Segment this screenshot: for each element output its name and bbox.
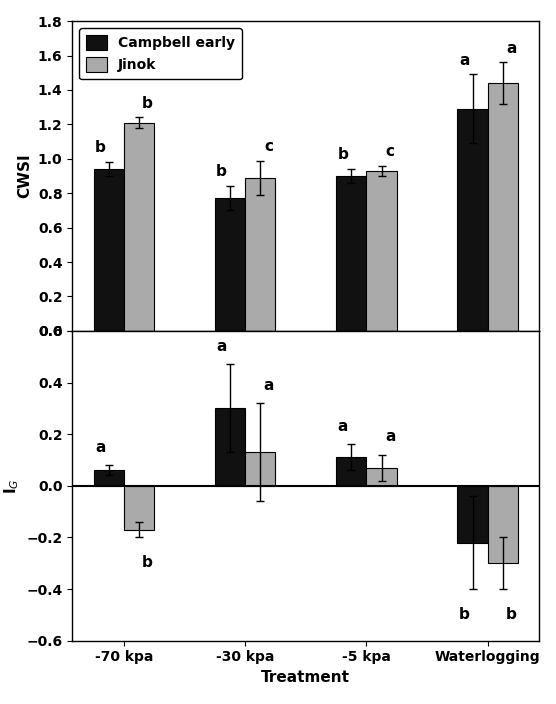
Text: a: a [506, 41, 517, 56]
Text: b: b [142, 96, 153, 111]
Text: b: b [506, 607, 517, 622]
Bar [336, 458, 366, 486]
Y-axis label: I$_G$: I$_G$ [2, 478, 21, 494]
Text: a: a [385, 429, 395, 444]
Text: a: a [337, 419, 348, 434]
Bar [93, 169, 124, 331]
Bar [488, 486, 518, 563]
Text: b: b [95, 140, 106, 156]
X-axis label: Treatment: Treatment [261, 670, 350, 685]
Legend: Campbell early, Jinok: Campbell early, Jinok [79, 28, 242, 80]
Text: b: b [337, 147, 348, 162]
Bar [366, 171, 397, 331]
Text: a: a [95, 440, 106, 455]
Text: a: a [459, 53, 469, 68]
Bar [458, 109, 488, 331]
Bar [458, 486, 488, 543]
Bar [215, 199, 245, 331]
Text: b: b [142, 555, 153, 570]
Bar [366, 467, 397, 486]
Bar [93, 470, 124, 486]
Text: b: b [459, 607, 470, 622]
Bar [245, 452, 275, 486]
Text: c: c [386, 144, 395, 159]
Bar [215, 408, 245, 486]
Bar [245, 177, 275, 331]
Text: c: c [264, 139, 274, 153]
Text: a: a [216, 339, 227, 354]
Bar [488, 83, 518, 331]
Y-axis label: CWSI: CWSI [17, 153, 32, 199]
Bar [124, 122, 154, 331]
Bar [124, 486, 154, 529]
Bar [336, 176, 366, 331]
Text: b: b [216, 165, 227, 180]
Text: a: a [264, 378, 274, 393]
